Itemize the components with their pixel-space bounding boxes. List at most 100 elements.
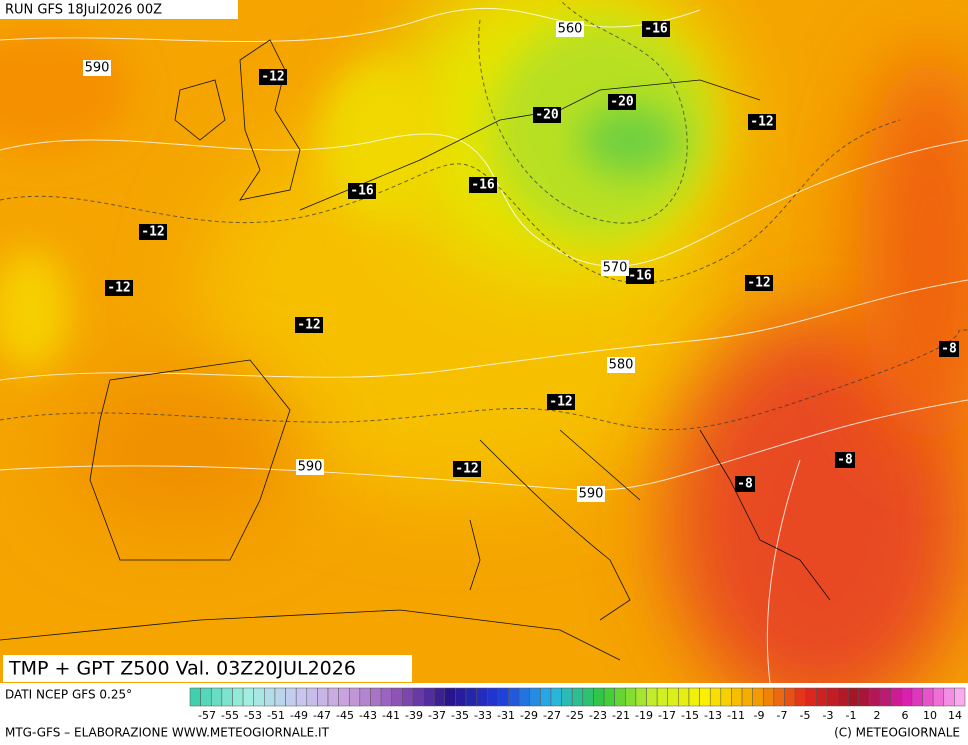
temperature-label: -12 (261, 70, 284, 85)
scale-swatch (508, 687, 520, 707)
height-contours (0, 7, 968, 684)
temperature-label-box (295, 317, 323, 333)
scale-swatch (667, 687, 679, 707)
temperature-label: -12 (455, 462, 478, 477)
scale-swatch (497, 687, 509, 707)
temperature-contours (0, 0, 968, 431)
run-box (0, 0, 238, 19)
scale-swatch (837, 687, 849, 707)
temperature-label-box (547, 394, 575, 410)
scale-swatch (317, 687, 329, 707)
scale-swatch (518, 687, 530, 707)
temperature-label: -20 (610, 95, 634, 110)
scale-swatch (433, 687, 446, 707)
scale-swatch (242, 687, 254, 707)
temperature-label-box (469, 177, 497, 193)
scale-label: -41 (382, 709, 400, 722)
temperature-label-box (105, 280, 133, 296)
scale-swatch (306, 687, 318, 707)
scale-swatch (593, 687, 605, 707)
height-label: 590 (579, 487, 604, 502)
map-title: TMP + GPT Z500 Val. 03Z20JUL2026 (8, 658, 356, 680)
scale-swatch (826, 687, 838, 707)
scale-label: -5 (800, 709, 811, 722)
scale-swatch (232, 687, 244, 707)
scale-swatch (869, 687, 881, 707)
scale-swatch (678, 687, 690, 707)
scale-label: 6 (902, 709, 909, 722)
temperature-label-box (735, 476, 755, 492)
temperature-label: -20 (535, 108, 559, 123)
scale-swatch (943, 687, 955, 707)
temperature-label: -16 (350, 184, 374, 199)
temperature-label-box (608, 94, 636, 110)
scale-swatch (210, 687, 223, 707)
scale-swatch (444, 687, 456, 707)
temperature-label-box (748, 114, 776, 130)
height-label-box (601, 260, 629, 276)
scale-swatch (720, 687, 732, 707)
temperature-label: -16 (644, 22, 668, 37)
scale-label: -19 (635, 709, 653, 722)
temperature-label: -8 (941, 342, 957, 357)
scale-label: -21 (612, 709, 630, 722)
height-label-box (83, 60, 111, 76)
scale-label: 14 (948, 709, 962, 722)
scale-swatch (932, 687, 945, 707)
temperature-field (0, 0, 968, 720)
scale-swatch (529, 687, 541, 707)
temperature-label: -12 (750, 115, 773, 130)
temperature-label: -12 (107, 281, 130, 296)
scale-label: -49 (290, 709, 308, 722)
temperature-label-box (453, 461, 481, 477)
scale-swatch (359, 687, 371, 707)
scale-swatch (380, 687, 392, 707)
scale-swatch (274, 687, 286, 707)
scale-swatch (901, 687, 913, 707)
color-scale: -57 -55 -53 -51 -49 -47 -45 -43 -41 -39 -37 -35 -33-… (189, 687, 966, 722)
scale-swatch (635, 687, 647, 707)
contour-labels: -16 -12 -20 -20 -12 -16 -16 -12 -12 -16 -12 -12 -8 -1… (83, 21, 959, 502)
scale-swatch (879, 687, 891, 707)
footer-left: MTG-GFS – ELABORAZIONE WWW.METEOGIORNALE… (5, 726, 330, 740)
temperature-label-box (835, 452, 855, 468)
scale-swatch (455, 687, 467, 707)
footer-right: (C) METEOGIORNALE (834, 726, 960, 740)
temperature-label-box (533, 107, 561, 123)
scale-label: -29 (520, 709, 538, 722)
scale-swatch (688, 687, 700, 707)
scale-swatch (858, 687, 870, 707)
temperature-label-box (939, 341, 959, 357)
scale-swatch (189, 687, 201, 707)
scale-swatch (816, 687, 828, 707)
temperature-label: -8 (837, 453, 853, 468)
scale-label: -35 (451, 709, 469, 722)
scale-label: -31 (497, 709, 515, 722)
scale-label: -37 (428, 709, 446, 722)
temperature-label-box (745, 275, 773, 291)
scale-label: 2 (874, 709, 881, 722)
scale-swatch (709, 687, 722, 707)
scale-label: -1 (846, 709, 857, 722)
scale-swatch (338, 687, 350, 707)
scale-swatch (922, 687, 934, 707)
scale-swatch (614, 687, 626, 707)
scale-swatch (890, 687, 902, 707)
scale-swatch (221, 687, 233, 707)
scale-label: -15 (681, 709, 699, 722)
height-label-box (296, 459, 324, 475)
scale-swatch (794, 687, 807, 707)
temperature-label: -16 (471, 178, 495, 193)
temperature-label: -16 (628, 269, 652, 284)
scale-label: -39 (405, 709, 423, 722)
scale-swatch (295, 687, 308, 707)
scale-label: -45 (336, 709, 354, 722)
scale-label: -17 (658, 709, 676, 722)
scale-swatch (752, 687, 764, 707)
source-label: DATI NCEP GFS 0.25° (5, 688, 132, 702)
scale-swatch (784, 687, 796, 707)
scale-swatch (773, 687, 785, 707)
scale-swatch (327, 687, 339, 707)
scale-swatch (699, 687, 711, 707)
